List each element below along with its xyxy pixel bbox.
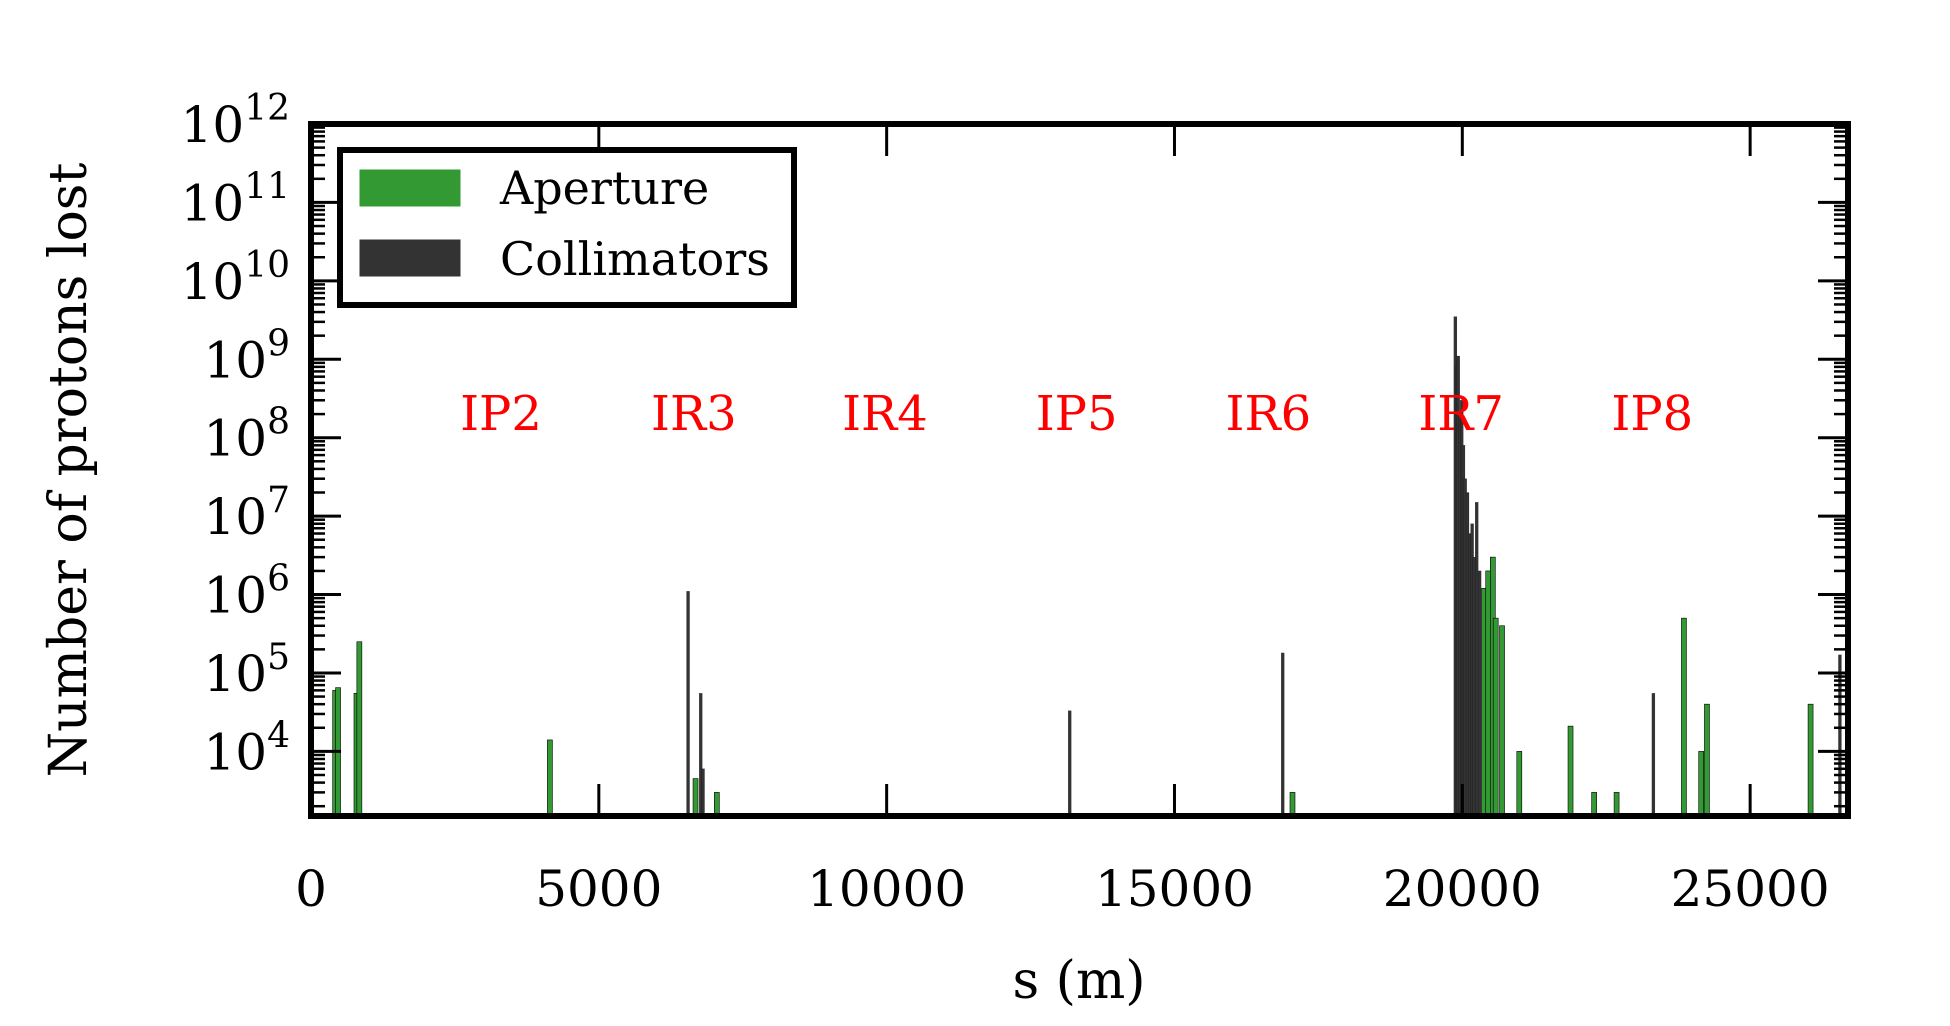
ir-labels-layer: IP2 IR3 IR4 IP5 IR6 IR7 IP8 (460, 386, 1693, 442)
y-tick-label-5: 109 (203, 323, 290, 389)
y-tick-label-0: 104 (203, 715, 290, 781)
x-tick-label-5: 25000 (1671, 860, 1830, 918)
legend-swatch-collimators (359, 239, 461, 277)
ir-label-ir3: IR3 (651, 386, 737, 442)
x-tick-label-4: 20000 (1383, 860, 1542, 918)
aperture-bar-19 (1698, 751, 1705, 817)
x-tick-label-3: 15000 (1095, 860, 1254, 918)
legend-label-aperture: Aperture (499, 161, 709, 215)
collimator-bar-16 (1475, 502, 1479, 817)
ir-label-ir6: IR6 (1225, 386, 1311, 442)
aperture-bar-21 (1807, 703, 1814, 817)
bars-layer (332, 316, 1842, 817)
aperture-bar-7 (1289, 792, 1296, 817)
y-tick-label-3: 107 (203, 480, 290, 546)
aperture-bar-12 (1492, 617, 1499, 817)
y-tick-label-7: 1011 (181, 166, 290, 232)
ir-label-ip8: IP8 (1611, 386, 1693, 442)
legend-swatch-aperture (359, 169, 461, 207)
y-tick-label-6: 1010 (181, 245, 290, 311)
x-tick-label-1: 5000 (535, 860, 662, 918)
collimator-bar-0 (686, 591, 690, 817)
aperture-bar-3 (356, 641, 363, 817)
y-axis-title: Number of protons lost (39, 163, 99, 778)
legend: Aperture Collimators (337, 147, 797, 308)
plot-frame (308, 121, 1851, 819)
y-tick-label-2: 106 (203, 559, 290, 625)
aperture-bar-17 (1613, 792, 1620, 817)
aperture-bar-13 (1499, 625, 1505, 817)
collimator-bar-3 (1068, 710, 1072, 817)
aperture-bar-6 (714, 792, 720, 817)
aperture-bar-14 (1516, 751, 1523, 817)
collimator-bar-4 (1281, 652, 1285, 817)
ir-label-ir7: IR7 (1418, 386, 1504, 442)
y-tick-label-8: 1012 (181, 88, 290, 154)
aperture-bar-18 (1681, 617, 1687, 817)
aperture-bar-20 (1704, 703, 1710, 817)
tick-labels-layer: 0 5000 10000 15000 20000 25000 104 105 106 107 108… (181, 88, 1830, 918)
y-tick-label-1: 105 (203, 637, 290, 703)
aperture-bar-16 (1591, 792, 1597, 817)
ir-label-ip2: IP2 (460, 386, 542, 442)
aperture-bar-15 (1567, 725, 1574, 817)
aperture-bar-5 (692, 778, 699, 817)
collimator-bar-2 (701, 768, 705, 817)
x-tick-label-2: 10000 (807, 860, 966, 918)
legend-label-collimators: Collimators (500, 232, 770, 286)
aperture-bar-4 (547, 739, 553, 817)
x-tick-label-0: 0 (295, 860, 327, 918)
ir-label-ir4: IR4 (842, 386, 928, 442)
x-axis-title: s (m) (1012, 951, 1145, 1011)
collimator-bar-18 (1651, 693, 1656, 817)
collimator-bar-17 (1477, 570, 1482, 817)
y-tick-label-4: 108 (203, 402, 290, 468)
aperture-bar-10 (1485, 570, 1492, 817)
ir-label-ip5: IP5 (1036, 386, 1118, 442)
